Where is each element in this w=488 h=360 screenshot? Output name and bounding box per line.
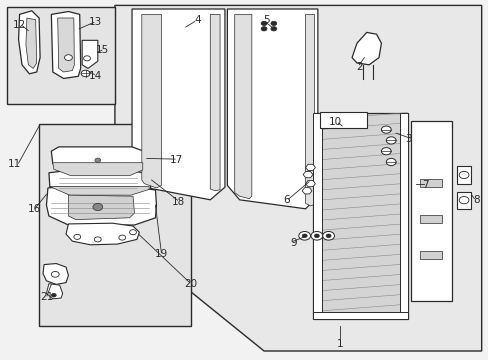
Circle shape [310, 231, 322, 240]
Bar [456, 166, 470, 184]
Polygon shape [227, 9, 317, 209]
Polygon shape [46, 187, 156, 225]
Polygon shape [305, 14, 314, 206]
Circle shape [298, 231, 310, 240]
Circle shape [129, 230, 136, 235]
Circle shape [93, 203, 102, 211]
Polygon shape [351, 32, 381, 65]
Polygon shape [115, 5, 481, 351]
Bar [419, 179, 441, 187]
Bar [7, 7, 115, 104]
Text: 5: 5 [263, 15, 269, 25]
Polygon shape [68, 195, 134, 220]
Circle shape [386, 137, 395, 144]
Polygon shape [82, 40, 98, 68]
Polygon shape [26, 18, 37, 68]
Circle shape [94, 237, 101, 242]
Circle shape [64, 55, 72, 60]
Text: 7: 7 [421, 180, 428, 190]
Circle shape [261, 27, 266, 31]
Polygon shape [132, 9, 224, 200]
Polygon shape [142, 14, 161, 188]
Polygon shape [43, 264, 68, 284]
Text: 16: 16 [27, 204, 41, 214]
Bar [320, 112, 366, 128]
Bar [456, 192, 470, 209]
Text: 18: 18 [171, 197, 185, 207]
Bar [419, 215, 441, 223]
Bar [419, 251, 441, 259]
Circle shape [458, 197, 468, 204]
Circle shape [83, 56, 90, 61]
Polygon shape [210, 14, 220, 191]
Circle shape [302, 234, 306, 238]
Text: 19: 19 [154, 249, 168, 259]
Circle shape [381, 148, 390, 155]
Text: 8: 8 [472, 195, 479, 205]
Circle shape [270, 27, 276, 31]
Text: 1: 1 [336, 339, 343, 349]
Text: 6: 6 [282, 195, 289, 205]
Bar [399, 113, 407, 319]
Text: 12: 12 [13, 20, 26, 30]
Polygon shape [19, 11, 40, 74]
Text: 13: 13 [88, 17, 102, 27]
Text: 2: 2 [355, 62, 362, 72]
Circle shape [51, 271, 59, 277]
Circle shape [74, 234, 81, 239]
Polygon shape [58, 18, 74, 72]
Bar [312, 312, 407, 319]
Bar [39, 124, 190, 326]
Circle shape [95, 158, 101, 162]
Text: 3: 3 [404, 134, 411, 144]
Circle shape [261, 21, 266, 26]
Polygon shape [305, 164, 315, 171]
Circle shape [322, 231, 334, 240]
Text: 4: 4 [194, 15, 201, 25]
Bar [410, 121, 451, 301]
Circle shape [270, 21, 276, 26]
Text: 9: 9 [289, 238, 296, 248]
Polygon shape [49, 171, 150, 196]
Circle shape [381, 126, 390, 133]
Polygon shape [234, 14, 251, 199]
Polygon shape [303, 171, 312, 178]
Circle shape [458, 171, 468, 179]
Text: 20: 20 [184, 279, 197, 289]
Circle shape [119, 235, 125, 240]
Polygon shape [302, 188, 311, 194]
Polygon shape [50, 186, 149, 195]
Polygon shape [53, 163, 142, 176]
Text: 17: 17 [169, 155, 183, 165]
Polygon shape [305, 180, 315, 187]
Circle shape [325, 234, 330, 238]
Text: 15: 15 [96, 45, 109, 55]
Polygon shape [51, 147, 146, 173]
Circle shape [314, 234, 319, 238]
Text: 10: 10 [328, 117, 341, 127]
Polygon shape [66, 223, 139, 245]
Polygon shape [51, 12, 81, 78]
Text: 14: 14 [88, 71, 102, 81]
Circle shape [51, 293, 56, 297]
Text: 11: 11 [8, 159, 21, 169]
Bar [312, 113, 321, 319]
Circle shape [386, 158, 395, 166]
Polygon shape [46, 284, 62, 299]
Bar [312, 113, 407, 319]
Text: 21: 21 [40, 292, 53, 302]
Circle shape [81, 70, 90, 77]
